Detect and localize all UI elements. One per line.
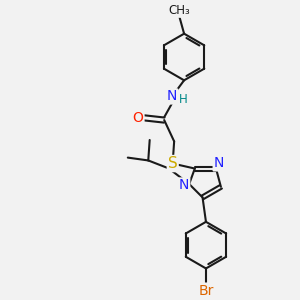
Text: N: N bbox=[214, 156, 224, 170]
Text: H: H bbox=[178, 93, 187, 106]
Text: N: N bbox=[167, 89, 177, 103]
Text: N: N bbox=[179, 178, 189, 193]
Text: CH₃: CH₃ bbox=[168, 4, 190, 17]
Text: Br: Br bbox=[198, 284, 214, 298]
Text: S: S bbox=[168, 156, 178, 171]
Text: O: O bbox=[133, 111, 143, 125]
